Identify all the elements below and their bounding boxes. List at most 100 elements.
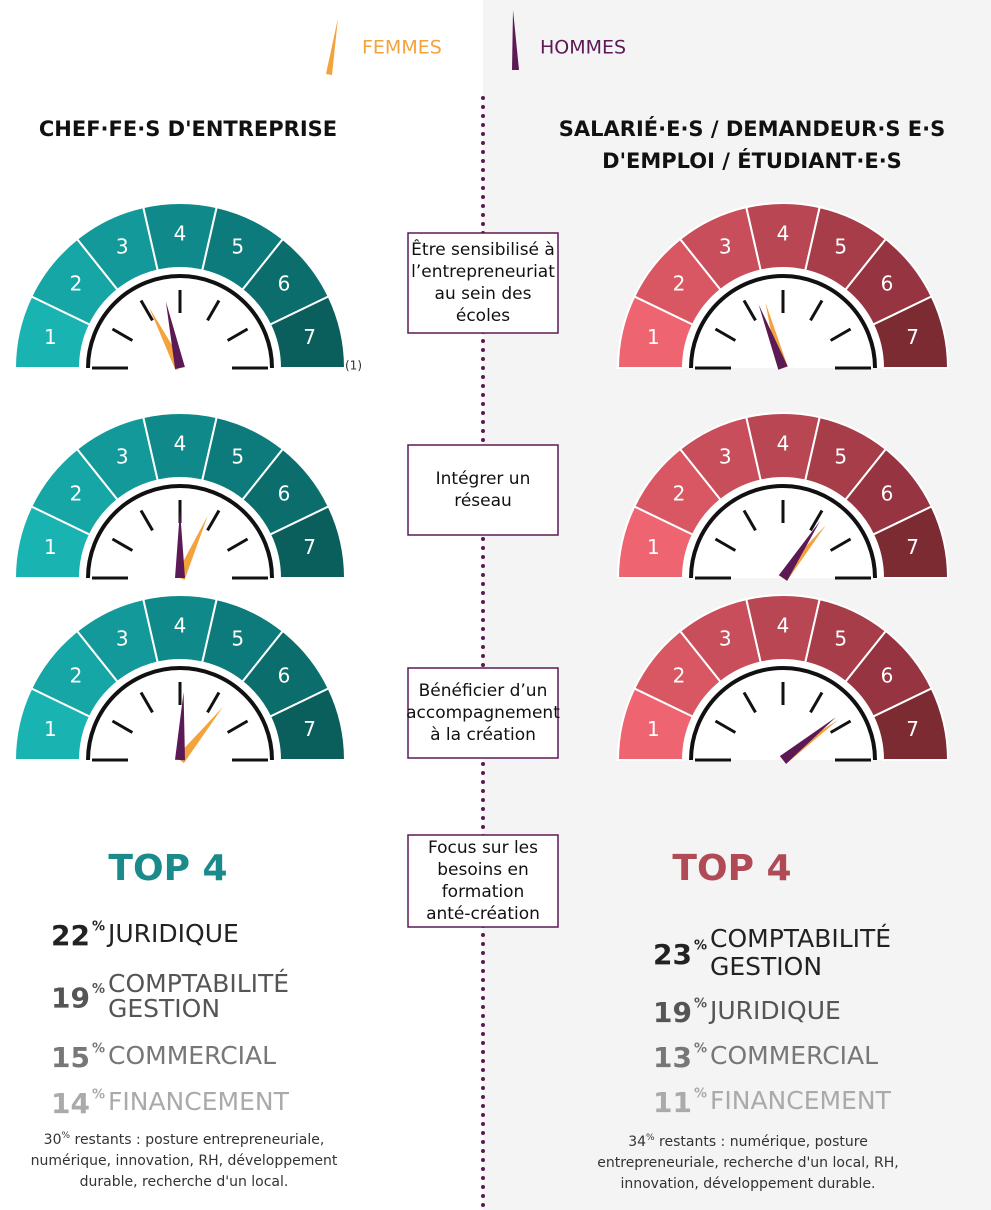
gauge-number: 3 [719, 235, 732, 259]
gauge-number: 3 [116, 445, 129, 469]
label-line: réseau [454, 491, 512, 511]
top4-title: TOP 4 [672, 848, 791, 889]
footnote-text: restants : posture entrepreneuriale, [70, 1132, 324, 1148]
percent-unit: % [92, 920, 105, 935]
gauge-tick [139, 299, 154, 322]
item-label: FINANCEMENT [108, 1087, 290, 1116]
footnote-line: durable, recherche d'un local. [80, 1174, 289, 1190]
gauge-tick [206, 509, 221, 532]
gauge-number: 4 [174, 614, 187, 638]
needle [176, 707, 223, 764]
gauge-tick [809, 509, 824, 532]
label-line: écoles [456, 306, 510, 326]
label-line: au sein des [435, 284, 532, 304]
gauge-number: 3 [116, 235, 129, 259]
gauge-number: 5 [834, 235, 847, 259]
label-box [407, 444, 559, 536]
gauge-number: 1 [44, 535, 57, 559]
label-line: Bénéficier d’un [419, 681, 548, 701]
percent-value: 15 [51, 1041, 90, 1074]
item-label: GESTION [108, 994, 220, 1023]
gauge-tick [829, 719, 852, 734]
item-label: COMMERCIAL [710, 1041, 878, 1070]
percent-value: 11 [653, 1086, 692, 1119]
gauge-arc [689, 484, 877, 579]
percent-value: 13 [653, 1041, 692, 1074]
gauge-tick [226, 719, 249, 734]
gauge-tick [829, 327, 852, 342]
gauge-number: 6 [278, 482, 291, 506]
gauge-number: 6 [881, 272, 894, 296]
item-label: COMPTABILITÉ [710, 924, 891, 953]
footnote-line: 34% restants : numérique, posture [628, 1133, 868, 1151]
needle [758, 304, 788, 370]
gauge-tick [206, 691, 221, 714]
label-line: formation [442, 882, 525, 902]
item-label: JURIDIQUE [708, 996, 841, 1025]
gauge-arc [689, 666, 877, 761]
gauge-number: 2 [673, 482, 686, 506]
needle [175, 510, 185, 578]
needle [165, 301, 185, 370]
gauge-number: 5 [231, 627, 244, 651]
gauge-face [684, 269, 882, 368]
percent-unit: % [694, 1087, 707, 1102]
gauge-tick [139, 691, 154, 714]
gauge-number: 4 [174, 222, 187, 246]
gauge-face [81, 269, 279, 368]
gauge-number: 5 [834, 445, 847, 469]
gauge-number: 2 [70, 482, 83, 506]
legend-label: HOMMES [540, 37, 626, 59]
item-label: JURIDIQUE [106, 919, 239, 948]
gauge-number: 5 [231, 235, 244, 259]
footnote-unit: % [646, 1133, 655, 1143]
gauge-tick [111, 327, 134, 342]
percent-value: 23 [653, 938, 692, 971]
gauge-tick [714, 719, 737, 734]
gauge-number: 1 [647, 325, 660, 349]
gauge-number: 4 [777, 432, 790, 456]
needle [765, 302, 788, 370]
label-box [407, 232, 559, 334]
percent-value: 14 [51, 1087, 90, 1120]
gauge-tick [111, 719, 134, 734]
panel-title: D'EMPLOI / ÉTUDIANT·E·S [602, 148, 902, 173]
gauge-tick [829, 537, 852, 552]
needle [175, 692, 185, 761]
gauge-number: 4 [777, 222, 790, 246]
gauge-tick [714, 327, 737, 342]
gauge-segment [268, 295, 347, 369]
gauge-number: 3 [116, 627, 129, 651]
legend-icon [512, 10, 519, 70]
panel-title: CHEF·FE·S D'ENTREPRISE [39, 117, 337, 141]
gauge-arc [689, 274, 877, 369]
gauge-tick [206, 299, 221, 322]
gauge-number: 7 [906, 535, 919, 559]
gauge-arc [86, 666, 274, 761]
gauge-number: 7 [906, 717, 919, 741]
percent-unit: % [694, 1042, 707, 1057]
gauge-face [81, 661, 279, 760]
percent-unit: % [92, 982, 105, 997]
gauge-tick [742, 299, 757, 322]
label-line: l’entrepreneuriat [411, 262, 555, 282]
footnote-unit: % [61, 1131, 70, 1141]
label-box [407, 667, 559, 759]
item-label: FINANCEMENT [710, 1086, 892, 1115]
label-line: besoins en [437, 860, 529, 880]
footnote-line: innovation, développement durable. [620, 1176, 875, 1192]
needle [778, 520, 821, 581]
label-line: à la création [430, 725, 536, 745]
label-box [407, 834, 559, 928]
gauge-number: 7 [303, 535, 316, 559]
gauge-number: 6 [881, 664, 894, 688]
footnote-value: 34 [628, 1134, 646, 1150]
label-line: Focus sur les [428, 838, 538, 858]
gauge-number: 4 [777, 614, 790, 638]
percent-unit: % [694, 939, 707, 954]
legend-icon [326, 18, 338, 75]
label-line: Intégrer un [436, 469, 531, 489]
gauge-number: 1 [44, 717, 57, 741]
footnote-line: numérique, innovation, RH, développement [31, 1153, 338, 1169]
